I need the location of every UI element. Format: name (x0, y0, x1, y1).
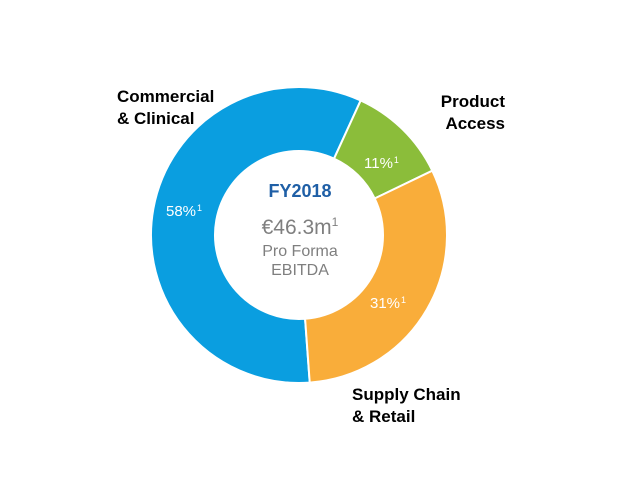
label-commercial-clinical: Commercial & Clinical (117, 87, 215, 128)
center-value: €46.3m1 (261, 215, 339, 239)
label-product-access: Product Access (440, 92, 505, 133)
pct-label-product-access: 11%1 (364, 155, 399, 172)
label-supply-chain-retail: Supply Chain & Retail (352, 385, 461, 426)
center-title: FY2018 (268, 181, 332, 201)
center-caption-line1: Pro Forma (262, 243, 338, 260)
pct-label-commercial-clinical: 58%1 (166, 203, 203, 220)
center-caption-line2: EBITDA (271, 262, 329, 279)
pct-label-supply-chain-retail: 31%1 (370, 295, 407, 312)
slice-supply-chain-retail (304, 169, 448, 384)
slice-commercial-clinical (150, 86, 363, 384)
donut-center: FY2018 €46.3m1 Pro Forma EBITDA (200, 180, 400, 280)
